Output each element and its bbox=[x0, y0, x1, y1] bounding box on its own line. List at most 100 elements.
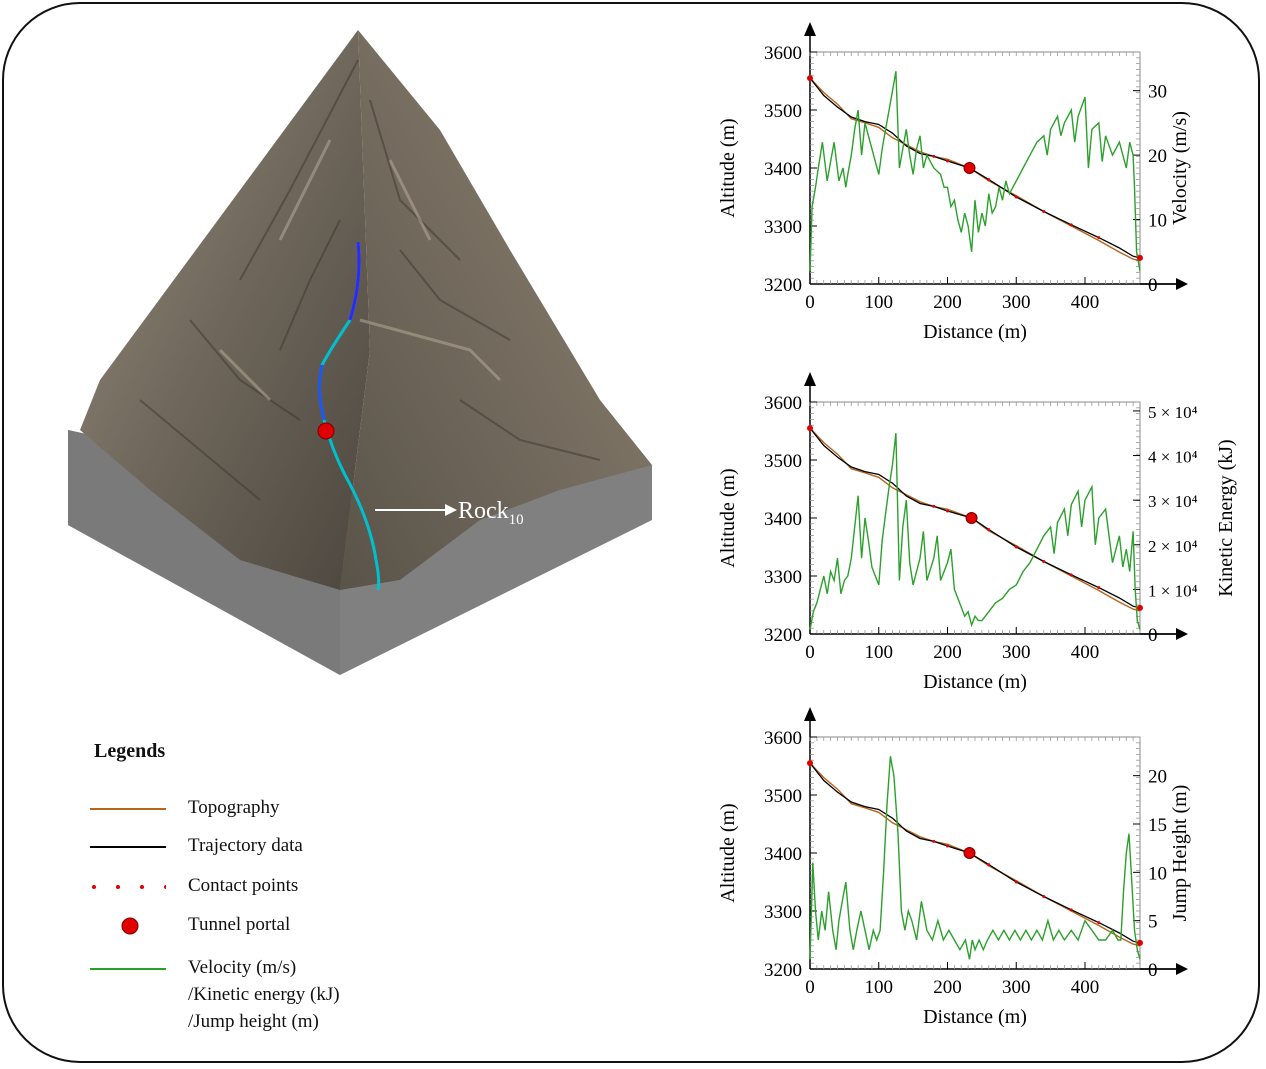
y2-tick-label: 15 bbox=[1148, 815, 1167, 836]
contact-point bbox=[1014, 195, 1018, 199]
legend-title: Legends bbox=[94, 740, 166, 762]
y-tick-label: 3400 bbox=[764, 159, 802, 180]
contact-point bbox=[1097, 236, 1101, 240]
contact-point bbox=[1014, 545, 1018, 549]
y-tick-label: 3300 bbox=[764, 902, 802, 923]
legend-label-velocity: Velocity (m/s) bbox=[188, 957, 297, 978]
y-tick-label: 3600 bbox=[764, 43, 802, 64]
rock-trajectory-highlight bbox=[348, 241, 361, 321]
y-axis-arrow bbox=[804, 22, 816, 36]
y2-tick-label: 0 bbox=[1148, 625, 1158, 646]
y2-axis-label: Jump Height (m) bbox=[1169, 785, 1191, 922]
tunnel-portal-marker bbox=[963, 162, 976, 174]
contact-point bbox=[1097, 586, 1101, 590]
legend-label-trajectory: Trajectory data bbox=[188, 835, 303, 856]
contact-point bbox=[1069, 223, 1073, 227]
kinetic-energy-chart: 0 100 200 300 400 3200 3300 3400 3500 3600 0 1 × 10… bbox=[717, 372, 1237, 693]
y2-tick-label: 30 bbox=[1148, 82, 1167, 103]
end-point bbox=[1137, 939, 1143, 946]
x-tick-label: 300 bbox=[1002, 292, 1031, 313]
x-tick-label: 200 bbox=[933, 292, 962, 313]
y-axis-label: Altitude (m) bbox=[717, 468, 739, 567]
contact-point bbox=[1042, 895, 1046, 898]
contact-point bbox=[946, 844, 949, 848]
y-axis-label: Altitude (m) bbox=[717, 803, 739, 902]
y2-tick-label: 4 × 10⁴ bbox=[1148, 448, 1198, 467]
end-point bbox=[1137, 604, 1143, 611]
x-tick-label: 200 bbox=[933, 977, 962, 998]
legend-swatch-tunnel-portal bbox=[121, 917, 139, 935]
y2-tick-label: 20 bbox=[1148, 146, 1167, 167]
legend-swatch-velocity bbox=[90, 968, 166, 970]
contact-point bbox=[1042, 560, 1046, 563]
y2-tick-label: 5 bbox=[1148, 912, 1158, 933]
contact-point bbox=[987, 178, 991, 182]
y2-tick-label: 2 × 10⁴ bbox=[1148, 537, 1198, 556]
legend-swatch-trajectory bbox=[90, 846, 166, 848]
x-tick-label: 100 bbox=[865, 977, 894, 998]
x-tick-label: 200 bbox=[933, 642, 962, 663]
y2-tick-label: 3 × 10⁴ bbox=[1148, 492, 1198, 511]
contact-point bbox=[1014, 880, 1018, 884]
x-axis-label: Distance (m) bbox=[923, 321, 1027, 343]
series-jump_height bbox=[809, 756, 1141, 960]
x-axis-label: Distance (m) bbox=[923, 671, 1027, 693]
y-axis-arrow bbox=[804, 372, 816, 386]
y2-tick-label: 10 bbox=[1148, 211, 1167, 232]
series-topography bbox=[809, 427, 1141, 612]
y-tick-label: 3600 bbox=[764, 393, 802, 414]
start-point bbox=[807, 75, 813, 82]
jump-height-chart: 0 100 200 300 400 3200 3300 3400 3500 3600 0 5 10 15 2… bbox=[717, 707, 1191, 1028]
y-tick-label: 3300 bbox=[764, 217, 802, 238]
rock-texture bbox=[139, 59, 601, 501]
legend-label-tunnel-portal: Tunnel portal bbox=[188, 914, 291, 935]
contact-point bbox=[1069, 908, 1073, 912]
contact-point bbox=[946, 159, 949, 163]
y-tick-label: 3400 bbox=[764, 844, 802, 865]
legend-swatch-topography bbox=[90, 808, 166, 810]
series-trajectory bbox=[809, 77, 1141, 259]
tunnel-portal-marker bbox=[317, 422, 335, 440]
x-tick-label: 400 bbox=[1071, 977, 1100, 998]
terrain-3d-model: Rock10 bbox=[68, 30, 652, 675]
tunnel-portal-marker bbox=[963, 847, 976, 859]
y2-axis-label: Velocity (m/s) bbox=[1169, 111, 1191, 225]
x-tick-label: 100 bbox=[865, 292, 894, 313]
rock-label-arrowhead bbox=[445, 504, 457, 516]
y-tick-label: 3500 bbox=[764, 786, 802, 807]
x-tick-label: 300 bbox=[1002, 642, 1031, 663]
x-tick-label: 400 bbox=[1071, 642, 1100, 663]
series-topography bbox=[809, 762, 1141, 947]
contact-point bbox=[932, 154, 936, 158]
start-point bbox=[807, 760, 813, 767]
x-axis-label: Distance (m) bbox=[923, 1006, 1027, 1028]
y-tick-label: 3600 bbox=[764, 728, 802, 749]
series-topography bbox=[809, 77, 1141, 262]
series-trajectory bbox=[809, 427, 1141, 609]
legend: Legends Topography Trajectory data Conta… bbox=[80, 735, 500, 1055]
mountain-face-left bbox=[80, 30, 370, 590]
contact-point bbox=[1042, 210, 1046, 213]
y-tick-label: 3200 bbox=[764, 960, 802, 981]
contact-point bbox=[946, 509, 949, 513]
x-tick-label: 0 bbox=[805, 642, 815, 663]
y-tick-label: 3200 bbox=[764, 625, 802, 646]
x-tick-label: 0 bbox=[805, 292, 815, 313]
rock-trajectory-highlight bbox=[317, 364, 326, 421]
contact-point bbox=[987, 863, 991, 867]
legend-label-jump-height: /Jump height (m) bbox=[188, 1011, 319, 1032]
y-axis-arrow bbox=[804, 707, 816, 721]
start-point bbox=[807, 425, 813, 432]
contact-point bbox=[1069, 573, 1073, 577]
x-tick-label: 100 bbox=[865, 642, 894, 663]
x-tick-label: 400 bbox=[1071, 292, 1100, 313]
rock-highlights bbox=[218, 139, 502, 402]
x-tick-label: 300 bbox=[1002, 977, 1031, 998]
legend-label-kinetic-energy: /Kinetic energy (kJ) bbox=[188, 984, 340, 1005]
rock-label: Rock10 bbox=[458, 498, 524, 528]
velocity-chart: 0 100 200 300 400 3200 3300 3400 3500 3600 0 10 20 30… bbox=[717, 22, 1191, 343]
y-tick-label: 3300 bbox=[764, 567, 802, 588]
y-tick-label: 3500 bbox=[764, 101, 802, 122]
y2-axis-label: Kinetic Energy (kJ) bbox=[1215, 439, 1237, 596]
